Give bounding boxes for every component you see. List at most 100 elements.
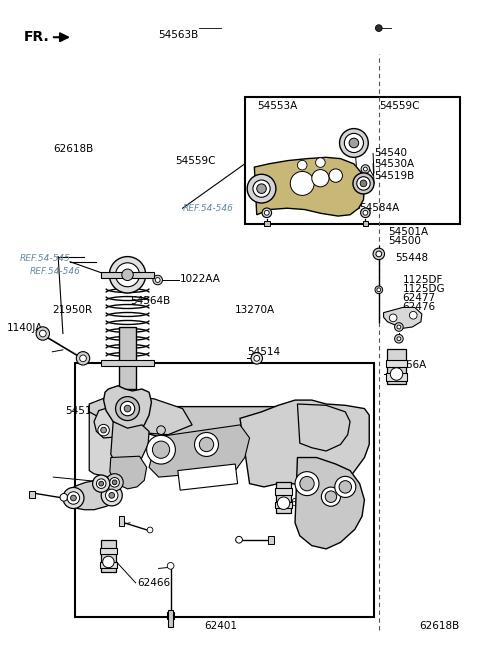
Text: 55448: 55448 bbox=[396, 253, 429, 263]
Circle shape bbox=[376, 251, 382, 257]
Circle shape bbox=[103, 556, 114, 568]
Bar bbox=[168, 610, 173, 627]
Circle shape bbox=[316, 158, 325, 167]
Circle shape bbox=[99, 481, 104, 486]
Polygon shape bbox=[89, 396, 192, 435]
Text: 1125DF: 1125DF bbox=[403, 275, 443, 285]
Bar bbox=[245, 97, 460, 224]
Circle shape bbox=[339, 129, 368, 158]
Circle shape bbox=[295, 472, 319, 496]
Circle shape bbox=[101, 485, 122, 506]
Text: REF.54-546: REF.54-546 bbox=[29, 267, 80, 276]
Circle shape bbox=[96, 479, 106, 489]
Bar bbox=[387, 349, 406, 385]
Polygon shape bbox=[295, 458, 364, 549]
Circle shape bbox=[110, 477, 120, 487]
Bar bbox=[101, 271, 154, 278]
Circle shape bbox=[389, 314, 397, 322]
Circle shape bbox=[363, 211, 368, 215]
Circle shape bbox=[109, 492, 115, 498]
Circle shape bbox=[397, 337, 401, 341]
Circle shape bbox=[373, 248, 384, 260]
Bar bbox=[362, 220, 368, 226]
Text: 62485: 62485 bbox=[290, 498, 324, 508]
Circle shape bbox=[194, 432, 218, 456]
Circle shape bbox=[120, 402, 135, 416]
Circle shape bbox=[157, 426, 165, 434]
Polygon shape bbox=[101, 407, 336, 445]
Circle shape bbox=[153, 441, 169, 458]
Text: 54500: 54500 bbox=[388, 236, 421, 246]
Bar bbox=[119, 327, 136, 389]
Circle shape bbox=[390, 368, 403, 380]
Circle shape bbox=[361, 165, 370, 173]
Circle shape bbox=[36, 327, 49, 340]
Text: 62618B: 62618B bbox=[53, 145, 94, 154]
Circle shape bbox=[153, 275, 162, 284]
Circle shape bbox=[395, 322, 403, 332]
Text: REF.54-546: REF.54-546 bbox=[182, 204, 233, 213]
Circle shape bbox=[106, 473, 123, 491]
Circle shape bbox=[156, 277, 160, 283]
Text: 62466A: 62466A bbox=[386, 360, 426, 370]
Circle shape bbox=[251, 353, 263, 364]
Polygon shape bbox=[104, 386, 152, 432]
Circle shape bbox=[101, 427, 107, 433]
Text: 62401: 62401 bbox=[204, 621, 237, 631]
Circle shape bbox=[39, 330, 46, 337]
Circle shape bbox=[339, 481, 351, 493]
Polygon shape bbox=[69, 481, 120, 509]
Text: 1140JA: 1140JA bbox=[6, 323, 43, 334]
Circle shape bbox=[344, 133, 363, 152]
Circle shape bbox=[353, 173, 374, 194]
Circle shape bbox=[147, 527, 153, 533]
Circle shape bbox=[253, 180, 270, 198]
Circle shape bbox=[80, 355, 86, 362]
Bar bbox=[268, 536, 275, 543]
Bar bbox=[100, 547, 117, 554]
Text: 54563B: 54563B bbox=[158, 29, 199, 40]
Polygon shape bbox=[298, 404, 350, 451]
Bar bbox=[101, 360, 154, 366]
Text: 54514: 54514 bbox=[247, 347, 280, 357]
Text: 1125DG: 1125DG bbox=[403, 284, 445, 294]
Text: 62466: 62466 bbox=[137, 578, 170, 588]
Circle shape bbox=[109, 256, 146, 293]
Circle shape bbox=[247, 174, 276, 203]
Circle shape bbox=[262, 208, 272, 218]
Text: 54559C: 54559C bbox=[379, 101, 420, 111]
Circle shape bbox=[377, 288, 381, 292]
Text: 54540: 54540 bbox=[374, 148, 407, 158]
Polygon shape bbox=[111, 422, 149, 471]
Text: 54514: 54514 bbox=[65, 405, 98, 415]
Circle shape bbox=[335, 476, 356, 498]
Bar bbox=[276, 481, 291, 513]
Circle shape bbox=[167, 562, 174, 569]
Circle shape bbox=[116, 396, 140, 421]
Polygon shape bbox=[178, 464, 238, 490]
Text: FR.: FR. bbox=[24, 30, 49, 44]
Text: 62618B: 62618B bbox=[420, 621, 460, 631]
Polygon shape bbox=[89, 404, 125, 477]
Polygon shape bbox=[240, 400, 369, 490]
Circle shape bbox=[409, 311, 417, 319]
Circle shape bbox=[312, 169, 329, 187]
Text: 13270A: 13270A bbox=[235, 305, 276, 315]
Circle shape bbox=[322, 487, 340, 506]
Circle shape bbox=[290, 171, 314, 196]
Circle shape bbox=[60, 494, 68, 501]
Text: 1022AA: 1022AA bbox=[180, 274, 221, 284]
Bar bbox=[101, 540, 116, 572]
Circle shape bbox=[300, 477, 314, 490]
Circle shape bbox=[363, 167, 367, 171]
Circle shape bbox=[375, 286, 383, 294]
Circle shape bbox=[298, 160, 307, 170]
Text: 54564B: 54564B bbox=[130, 296, 170, 306]
Bar bbox=[120, 516, 124, 526]
Circle shape bbox=[375, 25, 382, 31]
Circle shape bbox=[325, 491, 336, 502]
Circle shape bbox=[349, 138, 359, 148]
Polygon shape bbox=[254, 158, 364, 216]
Text: 62476: 62476 bbox=[403, 302, 436, 313]
Bar bbox=[75, 363, 374, 617]
